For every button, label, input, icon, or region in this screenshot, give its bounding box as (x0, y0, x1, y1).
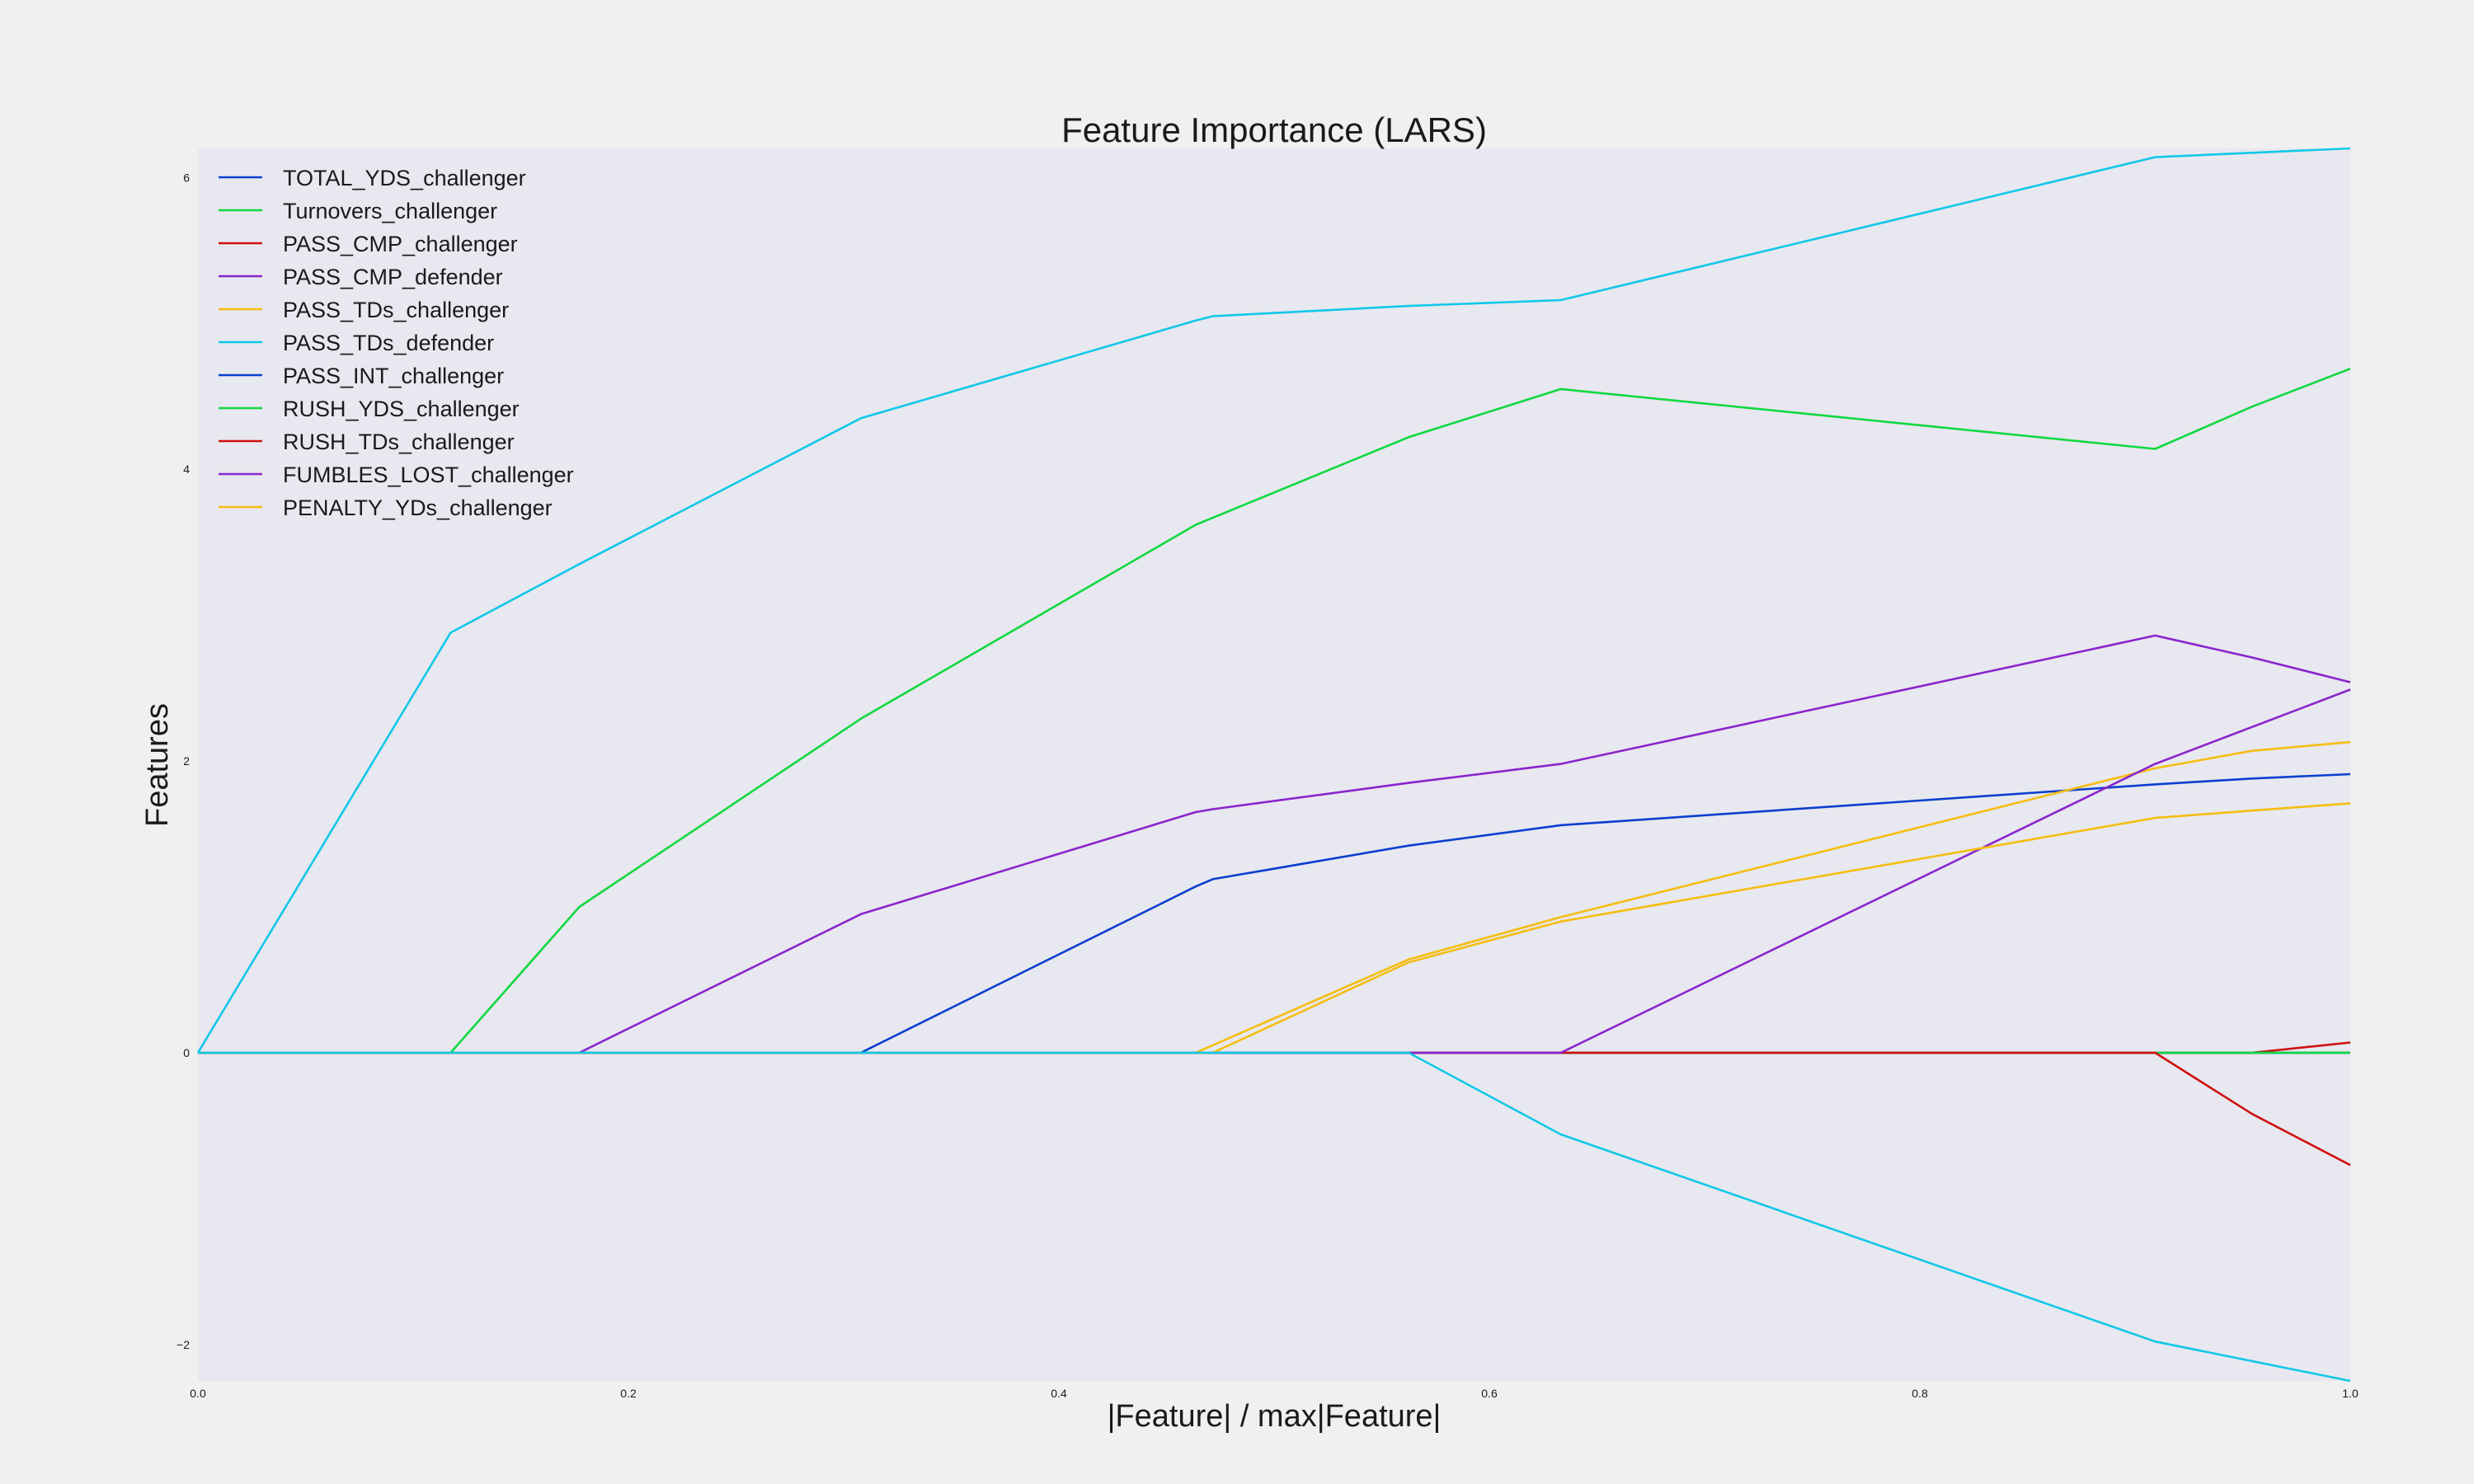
legend-label: PASS_CMP_challenger (283, 232, 518, 256)
legend-label: PASS_TDs_defender (283, 331, 494, 355)
legend-label: RUSH_TDs_challenger (283, 430, 515, 454)
legend-label: PASS_INT_challenger (283, 364, 504, 388)
plot-area (198, 148, 2350, 1381)
x-tick-label: 1.0 (2342, 1387, 2359, 1400)
y-tick-label: 6 (183, 171, 190, 184)
legend-label: PASS_CMP_defender (283, 265, 503, 289)
x-tick-label: 0.4 (1051, 1387, 1067, 1400)
series-line-pass-cmp-defender (198, 634, 2351, 1054)
legend-label: PENALTY_YDs_challenger (283, 495, 553, 520)
series-layer (196, 147, 2351, 1383)
series-line-pass-tds-defender (196, 147, 2351, 1054)
x-tick-label: 0.6 (1481, 1387, 1498, 1400)
x-tick-label: 0.2 (620, 1387, 637, 1400)
legend-label: RUSH_YDS_challenger (283, 397, 520, 421)
y-tick-label: −2 (176, 1338, 190, 1351)
x-axis-label: |Feature| / max|Feature| (1108, 1399, 1442, 1434)
legend-label: PASS_TDs_challenger (283, 298, 509, 322)
y-tick-label: 0 (183, 1046, 190, 1059)
series-line-turnovers-challenger (198, 367, 2351, 1054)
series-line-total-yds-challenger (198, 773, 2351, 1054)
x-tick-label: 0.0 (190, 1387, 206, 1400)
y-tick-label: 4 (183, 463, 190, 476)
y-tick-label: 2 (183, 754, 190, 768)
series-line-unlabeled-11 (198, 1051, 2351, 1383)
legend-label: Turnovers_challenger (283, 199, 497, 223)
y-axis-label: Features (140, 703, 175, 827)
x-tick-label: 0.8 (1912, 1387, 1928, 1400)
legend-label: FUMBLES_LOST_challenger (283, 463, 574, 487)
legend: TOTAL_YDS_challenger Turnovers_challenger… (219, 166, 574, 520)
ticks-layer: 0.0 0.2 0.4 0.6 0.8 1.0 −2 0 2 4 6 (176, 171, 2359, 1400)
legend-label: TOTAL_YDS_challenger (283, 166, 526, 190)
chart-title: Feature Importance (LARS) (1061, 110, 1487, 149)
